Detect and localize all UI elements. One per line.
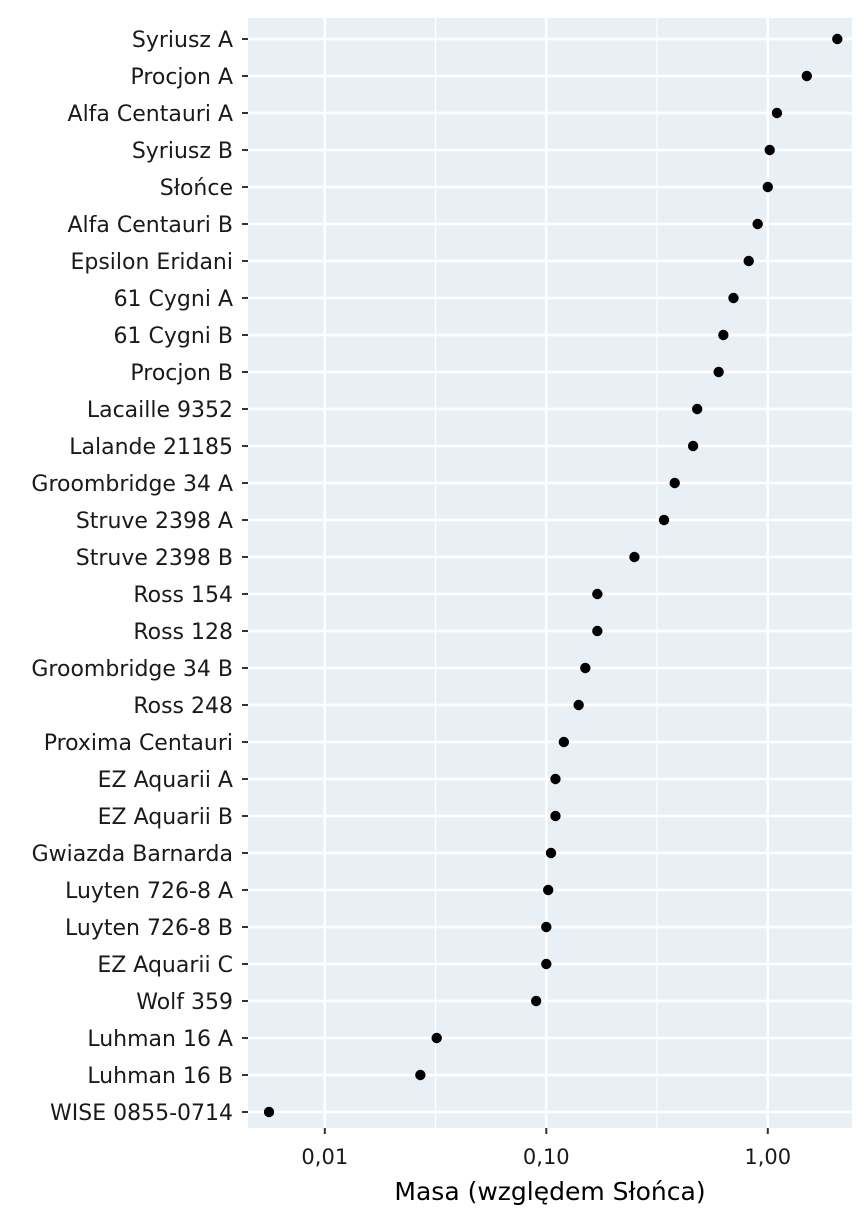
y-tick-label: Syriusz B bbox=[132, 139, 233, 164]
y-tick-label: 61 Cygni A bbox=[114, 287, 233, 312]
y-tick-label: EZ Aquarii B bbox=[98, 805, 233, 830]
x-tick-label: 1,00 bbox=[744, 1145, 791, 1169]
data-point bbox=[629, 551, 640, 563]
y-tick-label: Groombridge 34 B bbox=[31, 657, 233, 682]
y-tick-label: Luyten 726-8 B bbox=[65, 916, 233, 941]
y-tick-label: Luyten 726-8 A bbox=[65, 879, 233, 904]
data-point bbox=[431, 1032, 442, 1044]
y-tick-label: Proxima Centauri bbox=[44, 731, 233, 756]
y-tick-label: Epsilon Eridani bbox=[70, 250, 233, 275]
data-point bbox=[669, 477, 680, 489]
y-tick-label: EZ Aquarii C bbox=[97, 953, 233, 978]
major-gridlines bbox=[248, 18, 852, 1128]
data-point bbox=[764, 144, 775, 156]
data-point bbox=[573, 699, 584, 711]
data-point bbox=[263, 1106, 275, 1118]
y-tick-label: WISE 0855-0714 bbox=[50, 1101, 233, 1126]
y-tick-label: Ross 248 bbox=[133, 694, 233, 719]
y-tick-label: Luhman 16 B bbox=[87, 1064, 233, 1089]
y-axis: Syriusz A Procjon A Alfa Centauri A Syriusz… bbox=[31, 28, 248, 1126]
y-tick-label: Lacaille 9352 bbox=[87, 398, 233, 423]
data-point bbox=[541, 958, 552, 970]
data-point bbox=[718, 329, 729, 341]
x-tick-label: 0,10 bbox=[523, 1145, 570, 1169]
data-point bbox=[801, 70, 812, 82]
y-tick-label: Słońce bbox=[160, 176, 233, 201]
data-point bbox=[592, 588, 603, 600]
data-point bbox=[530, 995, 542, 1007]
data-point bbox=[545, 847, 557, 859]
x-tick-label: 0,01 bbox=[301, 1145, 348, 1169]
y-tick-label: Ross 128 bbox=[133, 620, 233, 645]
y-tick-label: Alfa Centauri A bbox=[68, 102, 233, 127]
data-point bbox=[752, 218, 763, 230]
data-points bbox=[263, 33, 843, 1118]
y-tick-label: Ross 154 bbox=[133, 583, 233, 608]
x-axis-title: Masa (względem Słońca) bbox=[394, 1177, 705, 1206]
data-point bbox=[550, 810, 561, 822]
y-tick-label: Procjon A bbox=[130, 65, 233, 90]
data-point bbox=[743, 255, 754, 267]
data-point bbox=[415, 1069, 426, 1081]
y-tick-label: Groombridge 34 A bbox=[31, 472, 233, 497]
y-tick-label: EZ Aquarii A bbox=[98, 768, 233, 793]
y-tick-label: Alfa Centauri B bbox=[67, 213, 233, 238]
y-tick-label: 61 Cygni B bbox=[114, 324, 233, 349]
data-point bbox=[713, 366, 724, 378]
data-point bbox=[691, 403, 703, 415]
y-tick-label: Struve 2398 B bbox=[76, 546, 233, 571]
data-point bbox=[541, 921, 552, 933]
minor-gridlines bbox=[434, 18, 658, 1128]
data-point bbox=[543, 884, 554, 896]
data-point bbox=[558, 736, 570, 748]
data-point bbox=[728, 292, 739, 304]
data-point bbox=[592, 625, 603, 637]
y-tick-label: Struve 2398 A bbox=[76, 509, 233, 534]
data-point bbox=[687, 440, 699, 452]
y-tick-label: Gwiazda Barnarda bbox=[32, 842, 233, 867]
x-axis: 0,01 0,10 1,00 bbox=[301, 1128, 791, 1169]
y-tick-label: Syriusz A bbox=[132, 28, 233, 53]
y-tick-label: Procjon B bbox=[130, 361, 233, 386]
data-point bbox=[658, 514, 670, 526]
y-tick-label: Wolf 359 bbox=[136, 990, 233, 1015]
y-tick-label: Luhman 16 A bbox=[87, 1027, 233, 1052]
data-point bbox=[832, 33, 843, 45]
plot-panel bbox=[248, 18, 852, 1128]
data-point bbox=[580, 662, 591, 674]
data-point bbox=[550, 773, 561, 785]
data-point bbox=[762, 181, 773, 193]
y-tick-label: Lalande 21185 bbox=[69, 435, 233, 460]
data-point bbox=[771, 107, 783, 119]
